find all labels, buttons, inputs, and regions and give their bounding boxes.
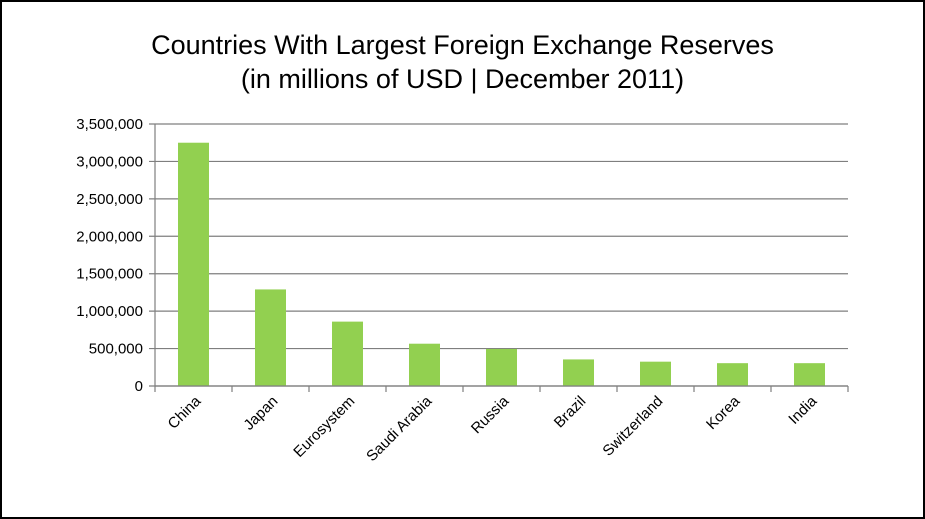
x-tick-label: Korea (703, 392, 744, 433)
chart-title-block: Countries With Largest Foreign Exchange … (0, 28, 925, 96)
bar (717, 363, 748, 386)
x-tick-label: Brazil (551, 393, 590, 432)
y-tick: 3,500,000 (76, 116, 143, 133)
chart-title: Countries With Largest Foreign Exchange … (151, 30, 774, 60)
x-tick-label: Japan (240, 393, 281, 434)
x-tick-label: India (785, 392, 820, 427)
y-tick: 2,500,000 (76, 191, 143, 208)
y-tick: 2,000,000 (76, 228, 143, 245)
bar (794, 363, 825, 386)
bar (255, 289, 286, 386)
x-tick-label: Switzerland (599, 393, 666, 460)
bar (178, 142, 209, 386)
x-tick-label: Eurosystem (290, 393, 358, 461)
bar (332, 321, 363, 386)
x-tick-label: Russia (468, 392, 513, 437)
x-tick-label: Saudi Arabia (363, 392, 436, 465)
y-tick: 3,000,000 (76, 153, 143, 170)
gridlines (149, 123, 848, 387)
bars (178, 142, 825, 386)
y-tick: 500,000 (89, 341, 143, 358)
bar (640, 361, 671, 386)
y-axis: 0 500,000 1,000,000 1,500,000 2,000,000 2,500… (76, 116, 156, 395)
y-tick-label: 2,500,000 (76, 191, 143, 208)
y-tick-label: 500,000 (89, 341, 143, 358)
bar (409, 343, 440, 386)
y-tick-label: 0 (135, 378, 143, 395)
bar (486, 348, 517, 386)
bar (563, 359, 594, 386)
chart-subtitle: (in millions of USD | December 2011) (240, 64, 685, 94)
y-tick-label: 1,500,000 (76, 266, 143, 283)
y-tick-label: 2,000,000 (76, 228, 143, 245)
y-tick-label: 3,000,000 (76, 153, 143, 170)
y-tick: 1,000,000 (76, 303, 143, 320)
y-tick: 1,500,000 (76, 266, 143, 283)
y-tick: 0 (135, 378, 143, 395)
y-tick-label: 3,500,000 (76, 116, 143, 133)
x-tick-label: China (165, 392, 205, 432)
x-axis: China Japan Eurosystem Saudi Arabia Russia Br… (154, 385, 849, 465)
y-tick-label: 1,000,000 (76, 303, 143, 320)
